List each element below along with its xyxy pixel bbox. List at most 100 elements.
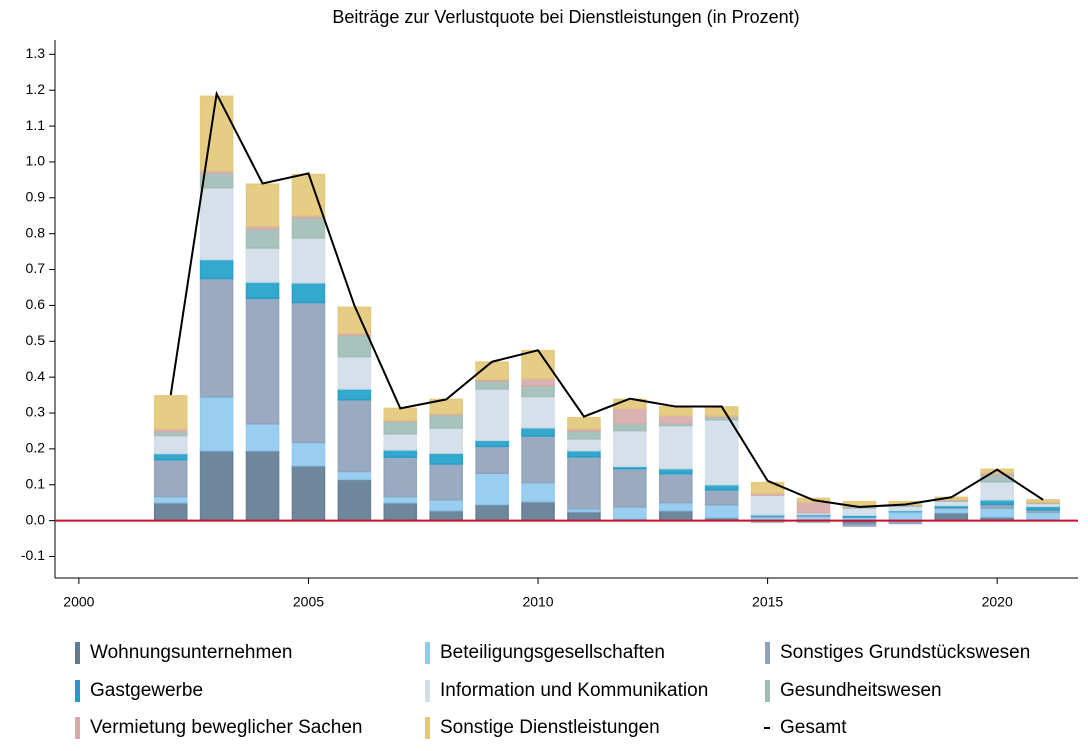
y-tick-label: 0.6 (26, 296, 46, 312)
bar-segment (245, 183, 280, 227)
bar-segment (521, 426, 555, 437)
bar-segment (658, 467, 693, 475)
y-tick-label: 1.1 (26, 117, 46, 133)
bar-segment (475, 503, 509, 522)
legend-label: Sonstiges Grundstückswesen (780, 642, 1030, 663)
bar-segment (383, 456, 418, 498)
legend-swatch (765, 642, 770, 664)
bar-segment (199, 277, 234, 398)
legend-swatch (425, 642, 430, 664)
bar-segment (429, 509, 464, 522)
bar-segment (567, 510, 601, 522)
bar-segment (475, 445, 509, 475)
x-tick-label: 2010 (522, 594, 553, 610)
bar-segment (521, 377, 555, 387)
bar-segment (521, 500, 555, 522)
y-tick-label: 0.7 (26, 260, 46, 276)
y-tick-label: 0.2 (26, 440, 46, 456)
bar-segment (567, 449, 601, 458)
line (169, 90, 1044, 508)
bar-segment (475, 439, 509, 448)
bar-segment (613, 422, 647, 432)
legend-swatch (765, 680, 770, 702)
legend-swatch (425, 680, 430, 702)
bar-segment (613, 506, 647, 520)
x-tick-label: 2005 (293, 594, 324, 610)
bar-segment (245, 449, 280, 522)
y-tick-label: 1.3 (26, 45, 46, 61)
bar-segment (521, 349, 555, 380)
bar-segment (521, 385, 555, 398)
bar-segment (1026, 499, 1060, 503)
bar-segment (429, 463, 464, 501)
y-tick-label: 1.0 (26, 153, 46, 169)
bar-segment (658, 405, 693, 417)
bar-segment (383, 495, 418, 504)
bar-segment (888, 510, 923, 522)
bar-segment (842, 507, 877, 516)
bar-segment (521, 481, 555, 503)
bar-segment (521, 395, 555, 429)
legend-swatch (425, 717, 430, 739)
legend-swatch (75, 680, 80, 702)
bar-segment (750, 481, 785, 495)
bar-segment (842, 523, 877, 527)
y-tick-label: 0.4 (26, 368, 46, 384)
bar-segment (383, 501, 418, 522)
bar-segment (429, 427, 464, 454)
bar-segment (934, 511, 969, 522)
bar-segment (613, 467, 647, 508)
legend-label: Vermietung beweglicher Sachen (90, 717, 363, 738)
bar-segment (383, 407, 418, 421)
bar-segment (199, 187, 234, 261)
bar-segment (750, 494, 785, 516)
bar-segment (199, 449, 234, 522)
bar-segment (291, 237, 326, 284)
bar-segment (337, 398, 372, 473)
bar-segment (291, 217, 326, 239)
bar-segment (613, 407, 647, 425)
bar-segment (245, 247, 280, 283)
bar-segment (567, 430, 601, 440)
bar-segment (704, 483, 739, 491)
chart-title: Beiträge zur Verlustquote bei Dienstleis… (332, 7, 799, 27)
bar-segment (429, 499, 464, 512)
bar-segment (796, 501, 831, 514)
legend-label: Beteiligungsgesellschaften (440, 642, 665, 663)
bar-segment (199, 258, 234, 280)
legend-label: Sonstige Dienstleistungen (440, 717, 660, 738)
bar-segment (245, 297, 280, 425)
x-tick-label: 2015 (752, 594, 783, 610)
legend-swatch (75, 642, 80, 664)
bar-segment (704, 489, 739, 506)
bar-segment (658, 509, 693, 522)
bar-segment (658, 472, 693, 504)
bar-segment (567, 416, 601, 430)
legend-label: Information und Kommunikation (440, 680, 708, 701)
bar-segment (337, 388, 372, 401)
bar-segment (704, 504, 739, 519)
bar-segment (704, 419, 739, 486)
bar-segment (475, 388, 509, 442)
y-tick-label: 0.9 (26, 189, 46, 205)
bar-segment (980, 507, 1015, 518)
bar-segment (245, 423, 280, 452)
bar-segment (153, 395, 188, 430)
bar-segment (245, 281, 280, 299)
y-tick-label: 0.8 (26, 224, 46, 240)
bar-segment (153, 452, 188, 461)
bar-segment (199, 396, 234, 452)
bar-segment (245, 228, 280, 249)
bar-segment (199, 95, 234, 172)
bar-segment (337, 334, 372, 358)
bar-segment (153, 495, 188, 504)
bar-segment (475, 472, 509, 506)
bar-segment (337, 355, 372, 390)
bar-segment (475, 380, 509, 390)
bar-segment (383, 433, 418, 451)
bar-segment (613, 429, 647, 468)
bar-segment (383, 420, 418, 435)
bar-segment (658, 501, 693, 512)
bar-segment (337, 470, 372, 481)
bar-segment (291, 301, 326, 444)
